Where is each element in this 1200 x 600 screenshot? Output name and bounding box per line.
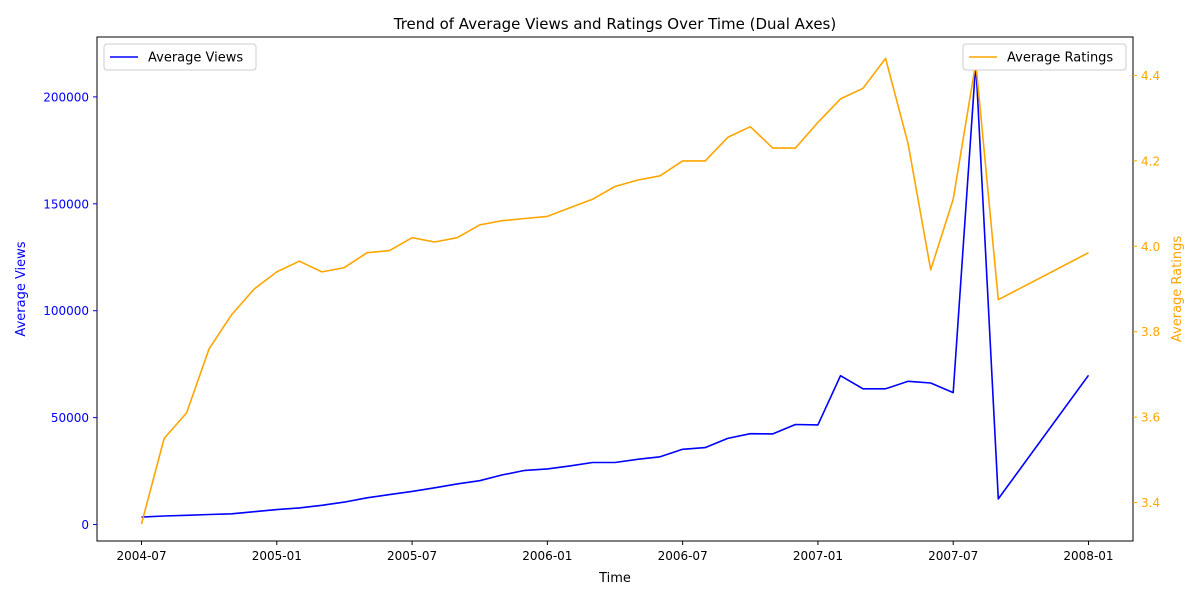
legend-box xyxy=(103,43,257,71)
x-tick: 2006-07 xyxy=(658,541,708,563)
left-axis-ticks: 0 50000 100000 150000 200000 xyxy=(43,90,97,532)
legend-average-views: Average Views xyxy=(103,43,257,71)
chart-title: Trend of Average Views and Ratings Over … xyxy=(393,15,836,33)
right-tick-label: 3.4 xyxy=(1141,496,1160,510)
right-tick: 3.4 xyxy=(1133,496,1160,510)
x-tick-label: 2008-01 xyxy=(1063,549,1113,563)
right-axis-ticks: 3.4 3.6 3.8 4.0 4.2 4.4 xyxy=(1133,69,1160,510)
left-tick-label: 0 xyxy=(81,518,89,532)
x-tick-label: 2007-01 xyxy=(793,549,843,563)
left-tick-label: 150000 xyxy=(43,197,89,211)
left-tick: 200000 xyxy=(43,90,97,104)
left-tick: 150000 xyxy=(43,197,97,211)
right-tick: 4.2 xyxy=(1133,154,1160,168)
right-axis-label: Average Ratings xyxy=(1170,236,1185,342)
right-tick: 3.6 xyxy=(1133,411,1160,425)
x-axis-label: Time xyxy=(598,571,631,586)
x-tick: 2008-01 xyxy=(1063,541,1114,563)
right-tick: 4.0 xyxy=(1133,240,1160,254)
legend-box xyxy=(962,43,1127,71)
left-tick-label: 200000 xyxy=(43,90,89,104)
x-tick-label: 2006-07 xyxy=(658,549,708,563)
right-tick-label: 4.2 xyxy=(1141,154,1160,168)
right-tick-label: 3.6 xyxy=(1141,411,1160,425)
x-tick-label: 2005-01 xyxy=(252,549,302,563)
views-series-line xyxy=(141,61,1090,518)
x-tick-label: 2007-07 xyxy=(928,549,978,563)
x-tick: 2006-01 xyxy=(522,541,572,563)
right-tick: 3.8 xyxy=(1133,325,1160,339)
series-layer xyxy=(140,57,1090,525)
legend-average-ratings: Average Ratings xyxy=(962,43,1127,71)
x-tick-label: 2004-07 xyxy=(116,549,166,563)
x-tick: 2004-07 xyxy=(116,541,167,563)
left-axis-label: Average Views xyxy=(14,241,29,336)
legend-label-views: Average Views xyxy=(148,51,243,66)
left-tick: 50000 xyxy=(51,411,97,425)
right-tick: 4.4 xyxy=(1133,69,1160,83)
right-tick-label: 4.0 xyxy=(1141,240,1160,254)
x-tick: 2007-01 xyxy=(793,541,843,563)
x-tick: 2005-01 xyxy=(252,541,302,563)
x-tick: 2007-07 xyxy=(928,541,978,563)
left-tick-label: 50000 xyxy=(51,411,89,425)
right-tick-label: 3.8 xyxy=(1141,325,1160,339)
plot-area xyxy=(96,36,1134,542)
left-tick-label: 100000 xyxy=(43,304,89,318)
legend-label-ratings: Average Ratings xyxy=(1007,51,1113,66)
left-tick: 100000 xyxy=(43,304,97,318)
x-tick-label: 2006-01 xyxy=(522,549,572,563)
plot-frame xyxy=(96,36,1134,542)
x-tick-label: 2005-07 xyxy=(387,549,437,563)
ratings-series-line xyxy=(140,57,1089,525)
right-tick-label: 4.4 xyxy=(1141,69,1160,83)
x-tick: 2005-07 xyxy=(387,541,437,563)
left-tick: 0 xyxy=(81,518,97,532)
x-axis-ticks: 2004-07 2005-01 2005-07 2006-01 2006-07 2007-… xyxy=(116,541,1114,563)
